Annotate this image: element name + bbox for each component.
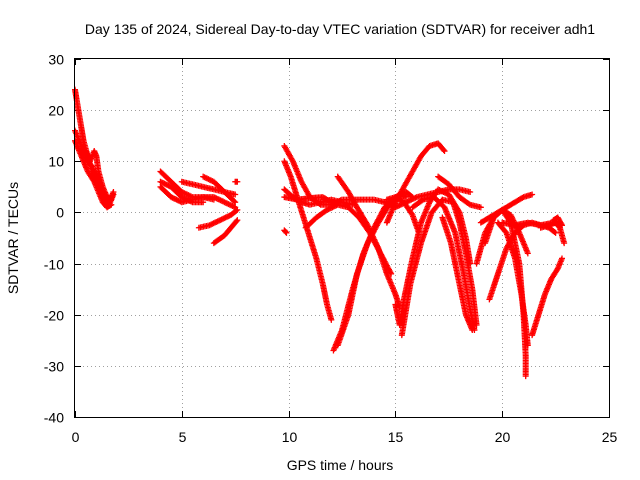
plot-frame xyxy=(74,58,610,418)
data-point xyxy=(231,198,238,205)
y-tick-label: -40 xyxy=(44,410,64,426)
data-point xyxy=(522,373,529,380)
data-point xyxy=(234,178,241,185)
y-tick-label: -20 xyxy=(44,308,64,324)
series-arc-27 xyxy=(435,173,484,211)
data-point xyxy=(327,198,334,205)
data-point xyxy=(408,193,415,200)
data-point xyxy=(388,270,395,277)
series-arc-35 xyxy=(529,255,566,339)
y-tick-label: 10 xyxy=(48,154,64,170)
data-point xyxy=(465,200,472,207)
y-tick-label: -10 xyxy=(44,257,64,273)
data-point xyxy=(233,218,240,225)
y-axis-label: SDTVAR / TECUs xyxy=(5,182,21,294)
y-tick-label: 0 xyxy=(56,205,64,221)
chart-title: Day 135 of 2024, Sidereal Day-to-day VTE… xyxy=(85,21,595,37)
series-arc-09 xyxy=(200,173,239,206)
series-arc-10 xyxy=(195,206,241,231)
data-point xyxy=(559,222,566,229)
x-tick-labels: 0 5 10 15 20 25 xyxy=(72,429,618,445)
series-arc-26 xyxy=(409,194,478,334)
data-point xyxy=(328,316,335,323)
series-arc-13 xyxy=(281,227,290,236)
data-point xyxy=(232,199,239,206)
series-arc-37 xyxy=(550,214,566,229)
x-tick-label: 15 xyxy=(388,429,404,445)
grid-lines xyxy=(75,59,609,417)
series-arc-16 xyxy=(281,186,356,208)
data-point xyxy=(561,240,568,247)
data-point xyxy=(551,229,558,236)
series-arc-04 xyxy=(82,148,115,203)
x-axis-label: GPS time / hours xyxy=(287,457,394,473)
x-tick-label: 10 xyxy=(282,429,298,445)
data-point xyxy=(110,188,117,195)
axis-ticks xyxy=(75,59,610,418)
series-arc-03 xyxy=(72,137,115,211)
data-point xyxy=(440,146,447,153)
x-tick-label: 25 xyxy=(602,429,618,445)
data-point xyxy=(233,207,240,214)
series-arc-02 xyxy=(72,127,117,206)
series-arc-32 xyxy=(494,219,531,349)
data-point xyxy=(283,229,290,236)
x-tick-label: 20 xyxy=(495,429,511,445)
y-tick-label: -30 xyxy=(44,359,64,375)
data-point xyxy=(467,188,474,195)
data-point xyxy=(108,201,115,208)
y-tick-labels: -40 -30 -20 -10 0 10 20 30 xyxy=(44,52,64,426)
data-point xyxy=(418,197,425,204)
series-arc-28 xyxy=(439,214,476,334)
data-points xyxy=(72,86,568,380)
data-point xyxy=(524,342,531,349)
data-point xyxy=(234,206,241,213)
y-tick-label: 30 xyxy=(48,52,64,68)
x-tick-label: 0 xyxy=(72,429,80,445)
data-point xyxy=(328,199,335,206)
data-point xyxy=(559,255,566,262)
series-arc-12 xyxy=(232,178,241,185)
data-point xyxy=(558,220,565,227)
data-point xyxy=(441,148,448,155)
data-point xyxy=(477,204,484,211)
data-point xyxy=(469,327,476,334)
data-point xyxy=(108,196,115,203)
data-point xyxy=(529,191,536,198)
series-arc-36 xyxy=(537,219,568,247)
data-point xyxy=(552,229,559,236)
data-point xyxy=(282,229,289,236)
data-point xyxy=(232,191,239,198)
series-arc-17 xyxy=(281,194,335,206)
data-point xyxy=(200,199,207,206)
series-arc-24 xyxy=(398,196,480,339)
series-arc-25 xyxy=(383,140,448,226)
series-arc-21 xyxy=(302,201,395,277)
y-tick-label: 20 xyxy=(48,103,64,119)
data-point xyxy=(234,217,241,224)
series-arc-11 xyxy=(210,217,241,247)
x-tick-label: 5 xyxy=(179,429,187,445)
data-point xyxy=(403,194,410,201)
data-point xyxy=(409,194,416,201)
series-arc-07 xyxy=(157,183,239,211)
data-point xyxy=(524,250,531,257)
series-arc-15 xyxy=(281,158,335,323)
